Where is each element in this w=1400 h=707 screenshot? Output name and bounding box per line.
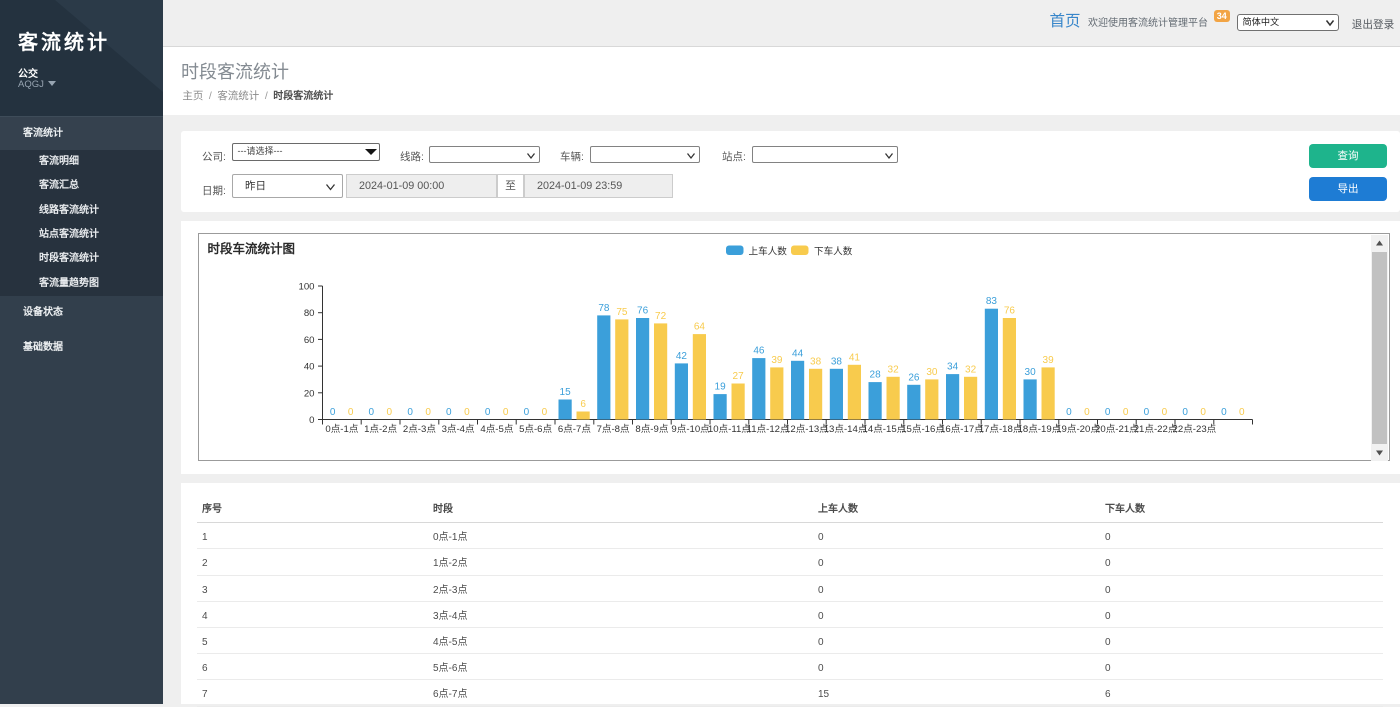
svg-text:0: 0	[329, 407, 335, 418]
svg-text:0: 0	[1104, 407, 1110, 418]
svg-text:0: 0	[1143, 407, 1149, 418]
svg-text:100: 100	[298, 282, 314, 293]
svg-text:40: 40	[303, 362, 314, 373]
svg-text:0: 0	[1122, 407, 1128, 418]
svg-text:42: 42	[675, 351, 687, 362]
svg-text:38: 38	[830, 356, 842, 367]
svg-text:0: 0	[1221, 407, 1227, 418]
svg-text:0: 0	[368, 407, 374, 418]
svg-text:46: 46	[753, 346, 765, 357]
svg-text:0: 0	[1066, 407, 1072, 418]
svg-text:76: 76	[1003, 306, 1015, 317]
svg-text:12点-13点: 12点-13点	[785, 424, 829, 435]
svg-text:0: 0	[386, 407, 392, 418]
svg-text:72: 72	[655, 311, 667, 322]
svg-text:5点-6点: 5点-6点	[519, 424, 552, 435]
svg-text:0: 0	[407, 407, 413, 418]
svg-text:0: 0	[502, 407, 508, 418]
svg-text:32: 32	[965, 364, 977, 375]
svg-text:34: 34	[947, 362, 959, 373]
svg-text:6点-7点: 6点-7点	[557, 424, 590, 435]
svg-text:39: 39	[771, 355, 783, 366]
svg-text:21点-22点: 21点-22点	[1133, 424, 1177, 435]
svg-text:0: 0	[1182, 407, 1188, 418]
svg-text:4点-5点: 4点-5点	[480, 424, 513, 435]
svg-text:0: 0	[309, 415, 314, 426]
svg-text:0: 0	[541, 407, 547, 418]
svg-text:10点-11点: 10点-11点	[707, 424, 750, 435]
svg-text:20点-21点: 20点-21点	[1095, 424, 1139, 435]
svg-text:27: 27	[732, 371, 744, 382]
svg-text:76: 76	[637, 306, 649, 317]
svg-text:6: 6	[580, 399, 586, 410]
svg-text:15: 15	[559, 387, 571, 398]
svg-text:1点-2点: 1点-2点	[364, 424, 397, 435]
svg-text:15点-16点: 15点-16点	[901, 424, 945, 435]
svg-text:22点-23点: 22点-23点	[1172, 424, 1216, 435]
svg-text:9点-10点: 9点-10点	[671, 424, 710, 435]
svg-text:80: 80	[303, 308, 314, 319]
svg-text:44: 44	[792, 348, 804, 359]
svg-text:78: 78	[598, 303, 610, 314]
svg-text:75: 75	[616, 307, 628, 318]
svg-text:41: 41	[848, 352, 860, 363]
svg-text:20: 20	[303, 388, 314, 399]
svg-text:下车人数: 下车人数	[814, 246, 853, 258]
svg-text:60: 60	[303, 335, 314, 346]
svg-text:0: 0	[1161, 407, 1167, 418]
svg-text:26: 26	[908, 372, 920, 383]
svg-text:0: 0	[1239, 407, 1245, 418]
svg-text:0: 0	[484, 407, 490, 418]
svg-text:11点-12点: 11点-12点	[746, 424, 789, 435]
svg-text:0: 0	[425, 407, 431, 418]
svg-text:83: 83	[985, 296, 997, 307]
svg-text:0: 0	[446, 407, 452, 418]
svg-text:2点-3点: 2点-3点	[402, 424, 435, 435]
svg-text:19点-20点: 19点-20点	[1056, 424, 1100, 435]
svg-text:0: 0	[464, 407, 470, 418]
svg-text:19: 19	[714, 382, 726, 393]
svg-text:3点-4点: 3点-4点	[441, 424, 474, 435]
svg-text:18点-19点: 18点-19点	[1017, 424, 1061, 435]
svg-text:14点-15点: 14点-15点	[862, 424, 906, 435]
svg-text:13点-14点: 13点-14点	[823, 424, 867, 435]
svg-text:38: 38	[810, 356, 822, 367]
svg-text:0: 0	[1084, 407, 1090, 418]
svg-text:39: 39	[1042, 355, 1054, 366]
svg-text:时段车流统计图: 时段车流统计图	[207, 241, 295, 256]
svg-text:7点-8点: 7点-8点	[596, 424, 629, 435]
svg-text:32: 32	[887, 364, 899, 375]
svg-text:64: 64	[693, 322, 705, 333]
svg-text:0点-1点: 0点-1点	[325, 424, 358, 435]
svg-text:16点-17点: 16点-17点	[940, 424, 984, 435]
svg-text:28: 28	[869, 370, 881, 381]
svg-text:30: 30	[926, 367, 938, 378]
svg-text:8点-9点: 8点-9点	[635, 424, 668, 435]
svg-text:17点-18点: 17点-18点	[978, 424, 1022, 435]
svg-text:0: 0	[1200, 407, 1206, 418]
svg-text:0: 0	[523, 407, 529, 418]
svg-text:0: 0	[347, 407, 353, 418]
svg-text:30: 30	[1024, 367, 1036, 378]
svg-text:上车人数: 上车人数	[748, 246, 787, 258]
